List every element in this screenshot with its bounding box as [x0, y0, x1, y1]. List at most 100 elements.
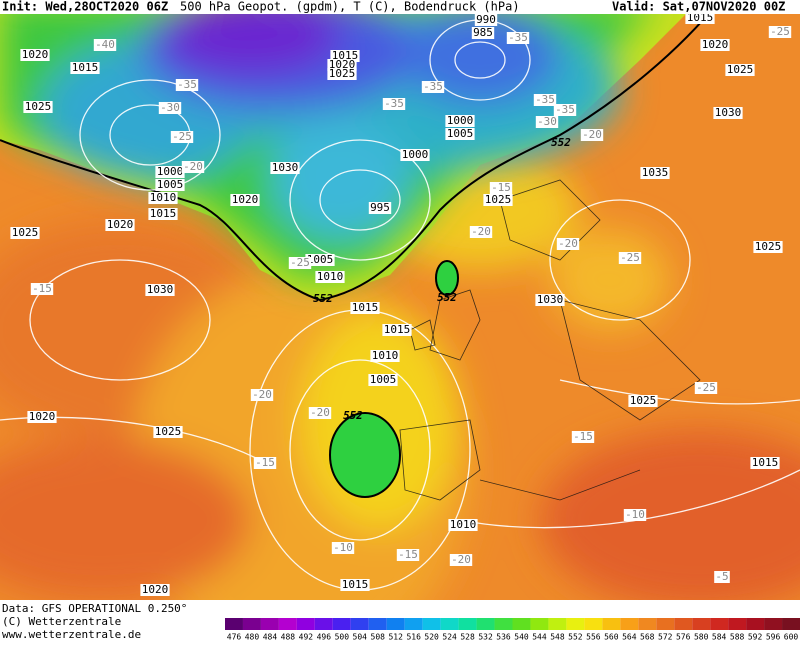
temperature-label-box — [253, 457, 277, 469]
scale-label: 540 — [514, 633, 529, 642]
isobar-label: 1030 — [715, 106, 742, 119]
isobar-label: 1030 — [537, 293, 564, 306]
isobar-label: 1005 — [370, 373, 397, 386]
contour-552-label: 552 — [343, 409, 363, 422]
isobar-label-box — [750, 457, 780, 469]
isobar-label: 1020 — [329, 58, 356, 71]
temperature-label-box — [421, 81, 445, 93]
color-scale: 476 480 484 488 492 496 500 504 508 512 516 520 524 5… — [225, 618, 800, 642]
temperature-label: -20 — [310, 406, 330, 419]
temperature-label-box — [489, 182, 513, 194]
scale-label: 480 — [245, 633, 260, 642]
map-labels: 1020101510251000100510101015102010251030… — [10, 11, 792, 596]
scale-label: 572 — [658, 633, 673, 642]
scale-swatch — [638, 618, 657, 630]
scale-swatch — [710, 618, 729, 630]
temperature-label-box — [93, 39, 117, 51]
footer-data: Data: GFS OPERATIONAL 0.250° — [2, 602, 187, 615]
isobar-label-box — [155, 179, 185, 191]
isobar-label-box — [753, 241, 783, 253]
temperature-label-box — [396, 549, 420, 561]
isobar-label: 1025 — [155, 425, 182, 438]
isobar-label: 1015 — [332, 49, 359, 62]
scale-swatch — [782, 618, 800, 630]
isobar-label: 985 — [473, 26, 493, 39]
isobar-label: 1030 — [272, 161, 299, 174]
isobar-label: 1005 — [447, 127, 474, 140]
isobar-label: 1000 — [447, 114, 474, 127]
isobar-label: 1005 — [307, 253, 334, 266]
isobar-label: 1015 — [352, 301, 379, 314]
scale-label: 512 — [388, 633, 403, 642]
scale-swatch — [314, 618, 333, 630]
temperature-label: -25 — [696, 381, 716, 394]
isobar-label-box — [148, 208, 178, 220]
scale-label: 576 — [676, 633, 691, 642]
temperature-label-box — [571, 431, 595, 443]
temperature-label: -20 — [582, 128, 602, 141]
scale-swatch — [225, 618, 243, 630]
temperature-label: -35 — [508, 31, 528, 44]
temperature-label: -35 — [423, 80, 443, 93]
isobar-label: 1020 — [142, 583, 169, 596]
scale-swatch — [422, 618, 441, 630]
temperature-label: -15 — [491, 181, 511, 194]
scale-label: 592 — [748, 633, 763, 642]
temperature-label: -15 — [32, 282, 52, 295]
isobar-label-box — [474, 14, 498, 26]
isobar-label: 1020 — [107, 218, 134, 231]
temperature-label: -5 — [715, 570, 728, 583]
scale-label: 496 — [317, 633, 332, 642]
isobar-label-box — [713, 107, 743, 119]
isobar-label-box — [230, 194, 260, 206]
isobar-label: 1020 — [29, 410, 56, 423]
temperature-label-box — [288, 257, 312, 269]
temperature-label-box — [331, 542, 355, 554]
isobar-label-box — [327, 68, 357, 80]
scale-swatch — [512, 618, 531, 630]
scale-label: 524 — [442, 633, 457, 642]
scale-label: 504 — [353, 633, 368, 642]
temperature-label: -20 — [558, 237, 578, 250]
isobar-label-box — [400, 149, 430, 161]
temperature-label: -15 — [573, 430, 593, 443]
temperature-label: -10 — [333, 541, 353, 554]
isobar-label: 1015 — [150, 207, 177, 220]
contour-552-label: 552 — [551, 136, 571, 149]
scale-swatch — [278, 618, 297, 630]
isobar-label-box — [535, 294, 565, 306]
scale-swatch — [584, 618, 603, 630]
scale-label: 600 — [784, 633, 799, 642]
scale-label: 560 — [604, 633, 619, 642]
isobar-label: 1010 — [150, 191, 177, 204]
isobar-label-box — [448, 519, 478, 531]
isobar-label: 1020 — [702, 38, 729, 51]
temperature-label: -25 — [172, 130, 192, 143]
scale-label: 536 — [496, 633, 511, 642]
isobar-label-box — [445, 115, 475, 127]
temperature-label: -15 — [255, 456, 275, 469]
temperature-label-box — [533, 94, 557, 106]
temperature-label-box — [250, 389, 274, 401]
temperature-label: -15 — [398, 548, 418, 561]
temperature-label-box — [768, 26, 792, 38]
scale-label: 508 — [371, 633, 386, 642]
scale-label: 488 — [281, 633, 296, 642]
isobar-label-box — [305, 254, 335, 266]
isobar-label: 1025 — [329, 67, 356, 80]
scale-swatch — [692, 618, 711, 630]
temperature-label: -25 — [620, 251, 640, 264]
isobar-label: 1030 — [147, 283, 174, 296]
footer-copyright: (C) Wetterzentrale — [2, 615, 121, 628]
isobar-label-box — [483, 194, 513, 206]
scale-swatch — [530, 618, 549, 630]
scale-label: 516 — [406, 633, 421, 642]
scale-label: 552 — [568, 633, 583, 642]
temperature-label-box — [553, 104, 577, 116]
isobar-label: 1015 — [752, 456, 779, 469]
scale-label: 596 — [766, 633, 781, 642]
scale-label: 584 — [712, 633, 727, 642]
scale-swatch — [728, 618, 747, 630]
isobar-label-box — [628, 395, 658, 407]
